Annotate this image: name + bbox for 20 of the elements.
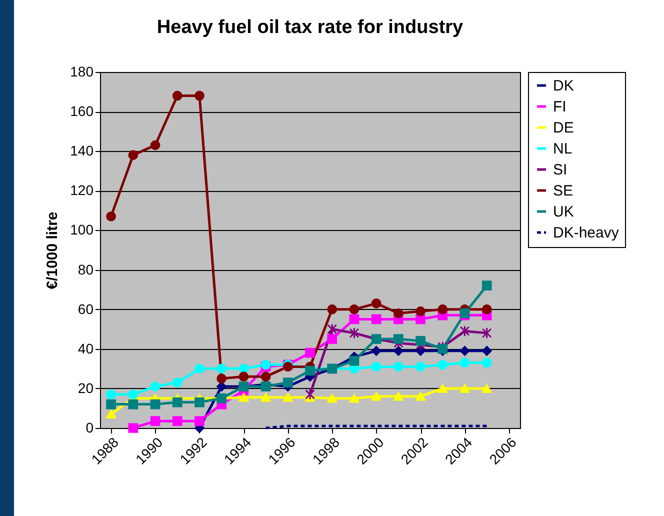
legend-label: DK-heavy: [553, 224, 620, 242]
y-tick-label: 20: [78, 380, 94, 396]
y-tick-label: 40: [78, 340, 94, 356]
legend-label: DK: [553, 78, 574, 94]
legend-label: UK: [553, 204, 574, 220]
legend-label: DE: [553, 120, 574, 136]
y-tick-label: 0: [86, 420, 94, 436]
y-tick-label: 160: [70, 103, 94, 120]
y-axis-title: €/1000 litre: [44, 212, 62, 290]
y-tick-label: 60: [78, 300, 94, 317]
y-tick-label: 100: [70, 222, 94, 238]
y-tick-label: 80: [78, 261, 94, 278]
y-tick-label: 140: [70, 142, 94, 159]
y-tick-label: 120: [70, 182, 94, 198]
legend-label: SE: [553, 182, 574, 200]
y-tick-label: 180: [70, 64, 94, 80]
legend-label: SI: [553, 162, 568, 178]
legend-label: NL: [553, 140, 572, 158]
chart-title: Heavy fuel oil tax rate for industry: [156, 17, 464, 38]
legend-label: FI: [553, 98, 566, 116]
